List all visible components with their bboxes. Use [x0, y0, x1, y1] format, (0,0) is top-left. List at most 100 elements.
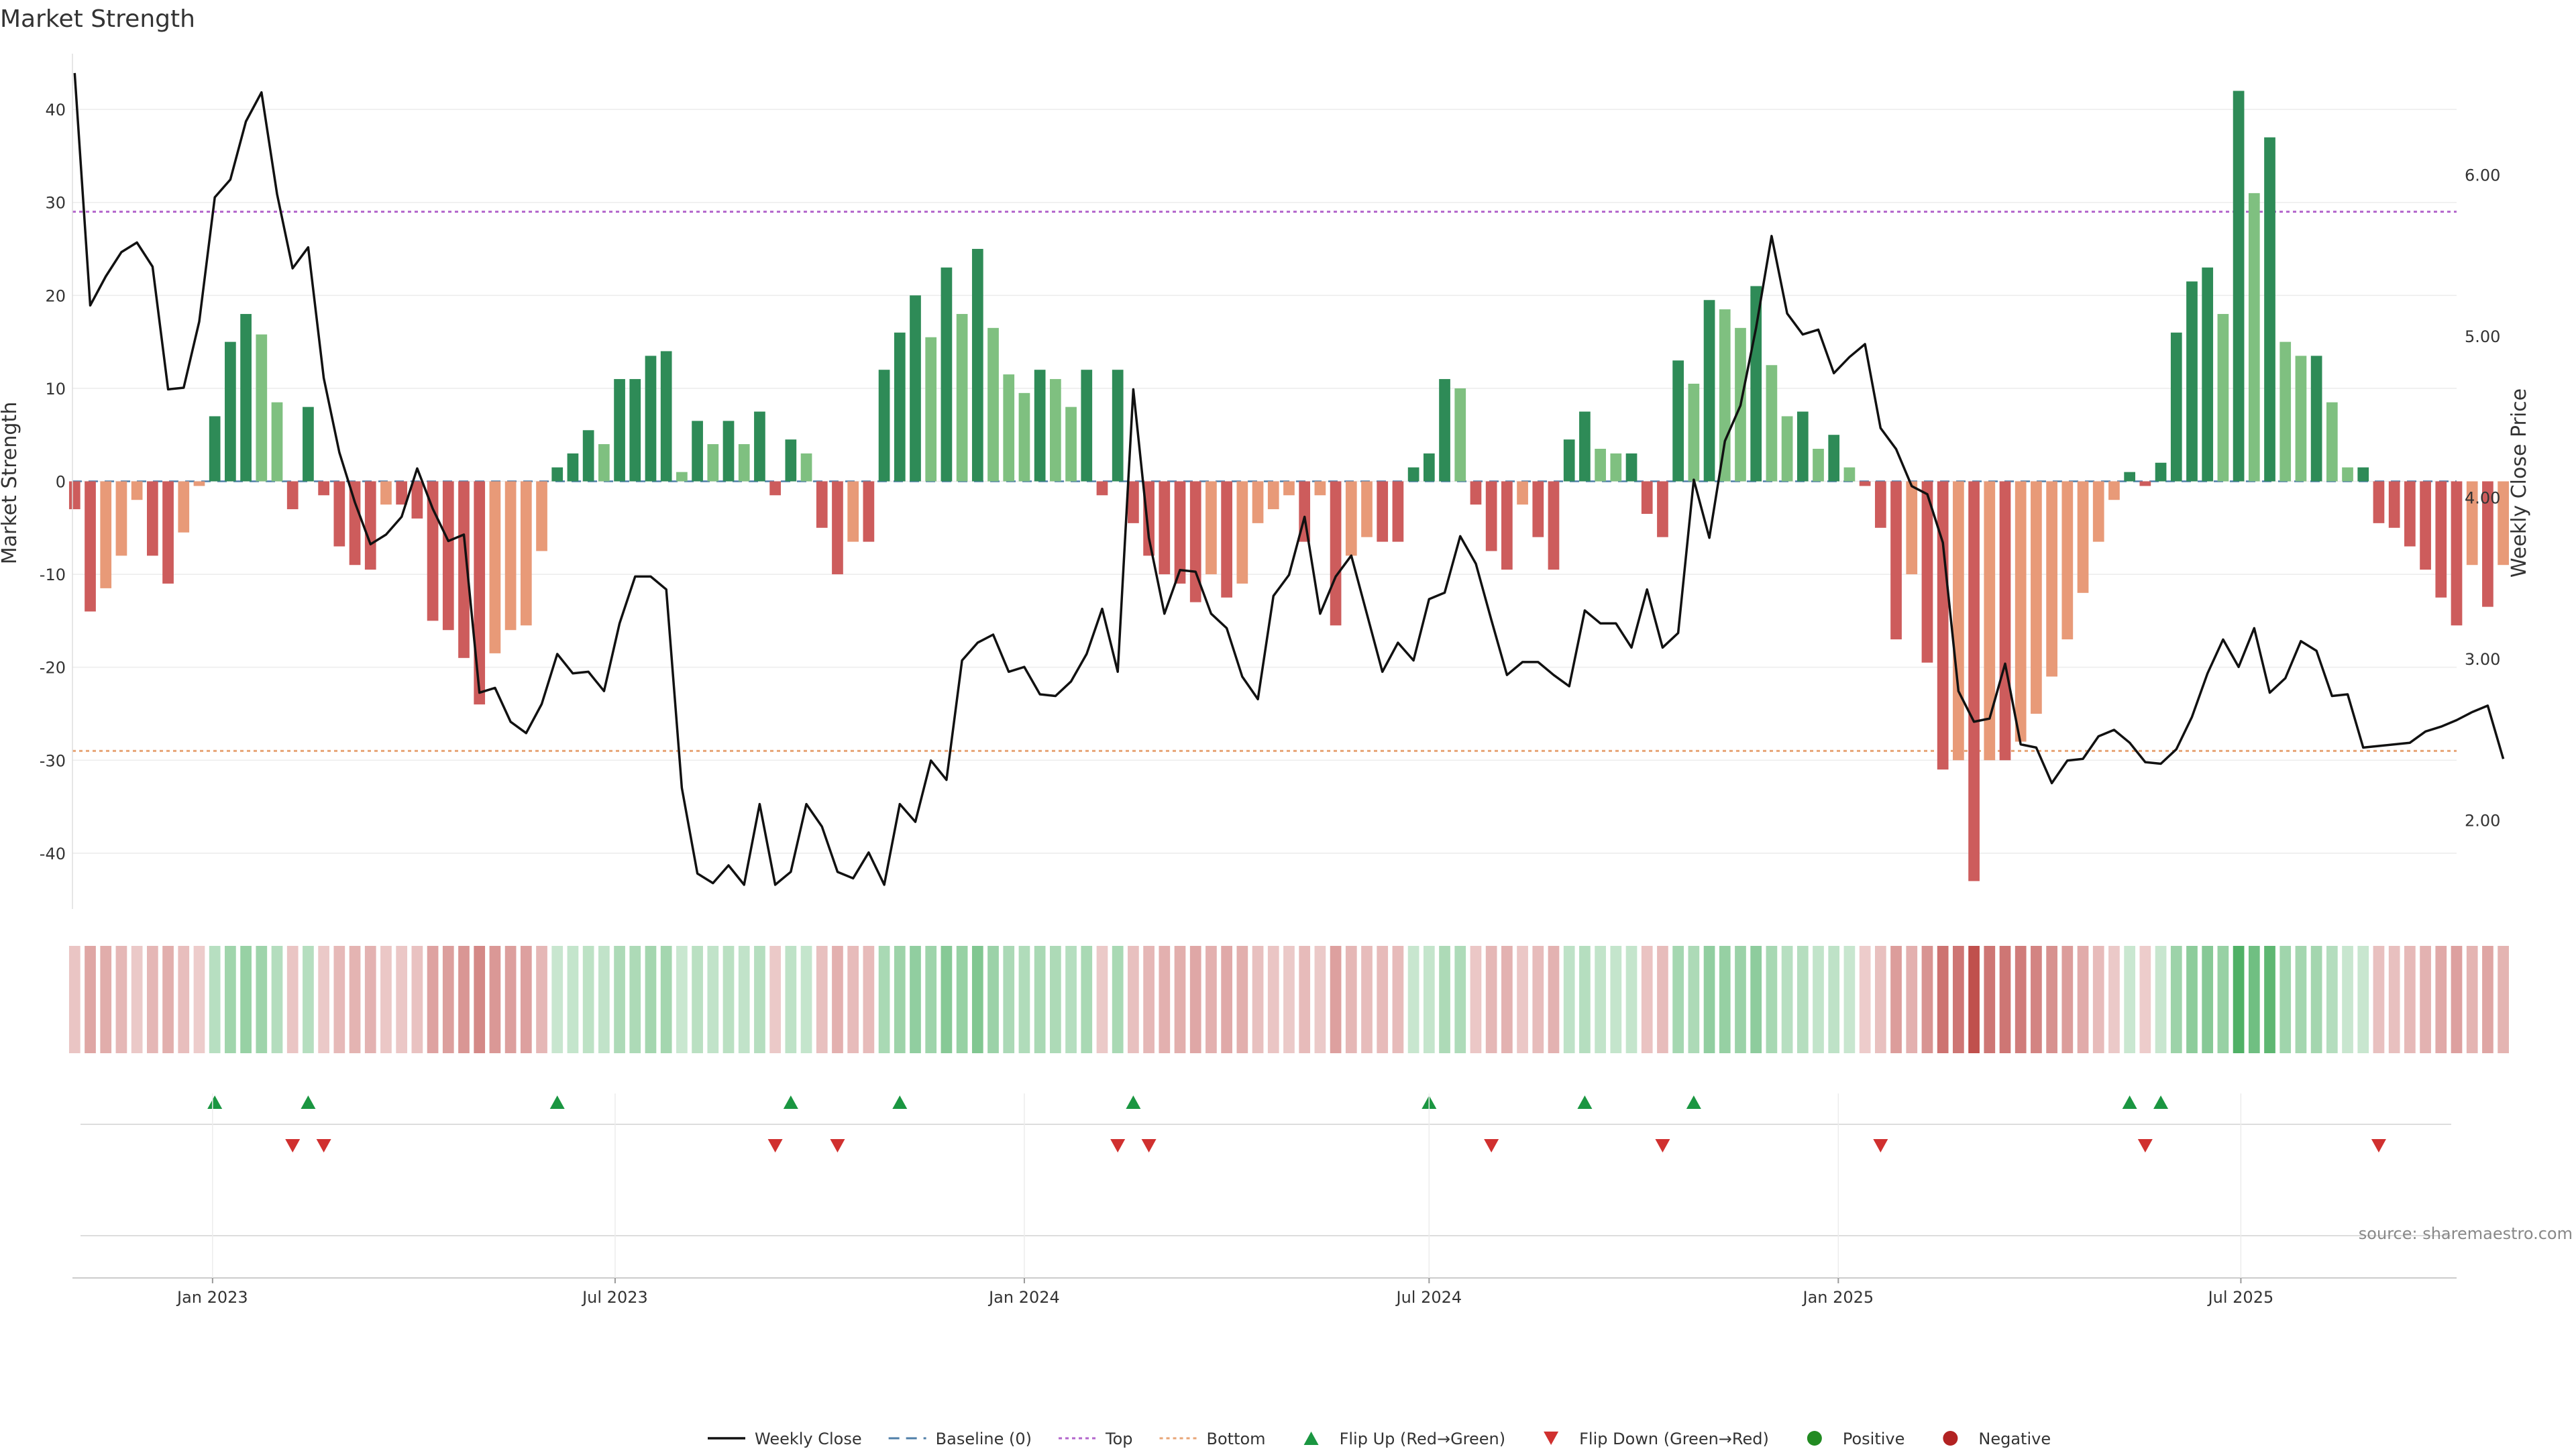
- strength-bar: [1361, 481, 1373, 537]
- heat-cell: [1781, 946, 1793, 1053]
- heat-cell: [1174, 946, 1186, 1053]
- heat-cell: [349, 946, 361, 1053]
- heat-cell: [1532, 946, 1544, 1053]
- strength-bar: [1252, 481, 1264, 523]
- strength-bar: [769, 481, 781, 496]
- strength-bar: [1750, 286, 1762, 482]
- strength-bar: [2248, 193, 2260, 482]
- y-tick-label: 0: [56, 473, 66, 492]
- heat-cell: [910, 946, 921, 1053]
- heat-cell: [1813, 946, 1824, 1053]
- strength-bar: [2388, 481, 2400, 528]
- heat-cell: [941, 946, 953, 1053]
- strength-bar: [1454, 388, 1466, 482]
- heat-cell: [256, 946, 268, 1053]
- heat-cell: [1283, 946, 1295, 1053]
- y2-tick-label: 4.00: [2465, 489, 2500, 508]
- heat-cell: [582, 946, 594, 1053]
- strength-bar: [318, 481, 329, 496]
- reference-lines: [72, 211, 2457, 752]
- strength-bar: [1081, 370, 1093, 482]
- strength-bar: [1392, 481, 1404, 542]
- y2-tick-label: 6.00: [2465, 166, 2500, 184]
- strength-bar: [474, 481, 486, 705]
- strength-bar: [1501, 481, 1513, 570]
- heat-cell: [2279, 946, 2292, 1053]
- heat-cell: [1299, 946, 1311, 1053]
- close-line-layer: [73, 72, 2505, 886]
- strength-bar: [1003, 374, 1015, 482]
- strength-bar: [2092, 481, 2104, 542]
- heat-cell: [442, 946, 454, 1053]
- heat-cell: [1392, 946, 1404, 1053]
- heat-cell: [1890, 946, 1902, 1053]
- strength-bar: [816, 481, 828, 528]
- flip-up-marker: [1126, 1095, 1141, 1109]
- legend-swatch: [1544, 1432, 1559, 1445]
- x-tick-label: Jul 2024: [1395, 1288, 1462, 1307]
- heat-cell: [598, 946, 610, 1053]
- strength-bar: [256, 334, 268, 482]
- legend-label: Flip Up (Red→Green): [1340, 1430, 1506, 1448]
- y-tick-label: -40: [40, 845, 66, 863]
- flip-up-marker: [207, 1095, 223, 1109]
- strength-bar: [2482, 481, 2493, 607]
- heat-cell: [971, 946, 983, 1053]
- heat-cell: [660, 946, 672, 1053]
- heat-cell: [1750, 946, 1762, 1053]
- heat-cell: [2077, 946, 2089, 1053]
- strength-bar: [941, 267, 953, 482]
- legend-label: Negative: [1978, 1430, 2051, 1448]
- heat-cell: [847, 946, 859, 1053]
- strength-bar: [1174, 481, 1186, 584]
- heat-cell: [1377, 946, 1389, 1053]
- x-tick-label: Jan 2024: [987, 1288, 1060, 1307]
- heat-cell: [1766, 946, 1778, 1053]
- flip-up-marker: [2153, 1095, 2169, 1109]
- strength-bars: [68, 91, 2509, 881]
- strength-bar: [1221, 481, 1232, 598]
- strength-bar: [2031, 481, 2042, 714]
- heat-cell: [1221, 946, 1232, 1053]
- strength-bar: [1703, 300, 1715, 482]
- heat-cell: [68, 946, 80, 1053]
- strength-bar: [427, 481, 439, 621]
- strength-bar: [2420, 481, 2431, 570]
- strength-bar: [1205, 481, 1217, 575]
- heat-cell: [2139, 946, 2151, 1053]
- heat-cell: [676, 946, 688, 1053]
- heat-cell: [489, 946, 501, 1053]
- strength-bar: [551, 467, 564, 482]
- heat-cell: [1361, 946, 1373, 1053]
- strength-bar: [349, 481, 361, 566]
- heat-cell: [364, 946, 376, 1053]
- heat-cell: [925, 946, 937, 1053]
- strength-bar: [1657, 481, 1668, 537]
- heat-cell: [162, 946, 174, 1053]
- heat-cell: [333, 946, 345, 1053]
- strength-bar: [146, 481, 158, 556]
- heat-cell: [645, 946, 657, 1053]
- strength-bar: [1595, 448, 1606, 482]
- heat-cell: [2031, 946, 2042, 1053]
- heat-cell: [1236, 946, 1248, 1053]
- heat-cell: [2202, 946, 2214, 1053]
- flip-up-marker: [301, 1095, 316, 1109]
- strength-bar: [162, 481, 174, 584]
- heat-cell: [816, 946, 828, 1053]
- y2-tick-label: 2.00: [2465, 812, 2500, 830]
- heat-cell: [863, 946, 875, 1053]
- strength-bar: [1283, 481, 1295, 496]
- strength-bar: [411, 481, 423, 519]
- flip-up-marker: [1686, 1095, 1701, 1109]
- heat-cell: [396, 946, 408, 1053]
- heat-cell: [1501, 946, 1513, 1053]
- heat-cell: [146, 946, 158, 1053]
- x-tick-label: Jan 2025: [1801, 1288, 1874, 1307]
- strength-bar: [380, 481, 392, 505]
- heat-cell: [1143, 946, 1155, 1053]
- strength-bar: [1532, 481, 1544, 537]
- heat-cell: [2264, 946, 2275, 1053]
- source-note: source: sharemaestro.com: [2359, 1224, 2573, 1243]
